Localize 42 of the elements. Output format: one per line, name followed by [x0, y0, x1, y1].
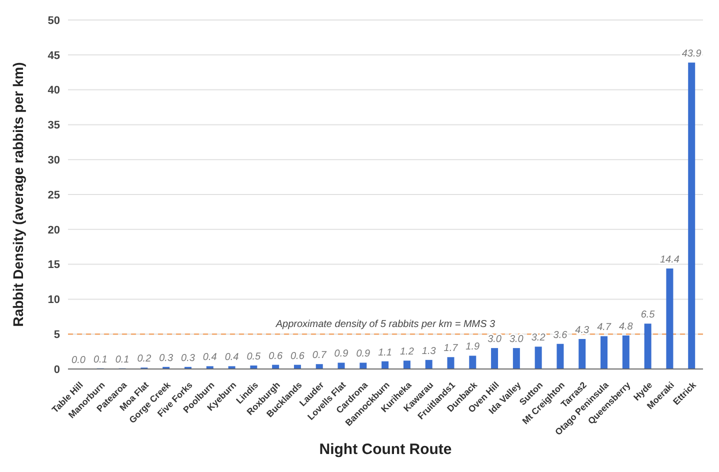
data-label: 1.7	[444, 343, 458, 354]
data-label: 14.4	[660, 254, 680, 266]
y-tick-label: 0	[54, 364, 60, 376]
data-label: 1.2	[400, 346, 414, 358]
ref-line-label: Approximate density of 5 rabbits per km = MMS 3	[274, 319, 496, 330]
y-tick-label: 35	[48, 120, 60, 132]
data-label: 1.9	[466, 342, 480, 353]
y-tick-label: 20	[48, 224, 60, 236]
data-label: 3.2	[531, 332, 546, 344]
data-label: 0.1	[93, 354, 108, 366]
data-label: 3.0	[488, 334, 502, 346]
data-label: 4.8	[618, 321, 634, 332]
data-label: 6.5	[640, 310, 656, 321]
data-label: 0.1	[115, 354, 130, 366]
y-tick-label: 30	[48, 154, 60, 167]
data-label: 0.4	[202, 352, 218, 364]
data-label: 0.5	[246, 352, 262, 363]
data-label: 0.4	[224, 352, 240, 364]
data-label: 0.9	[356, 348, 371, 360]
y-axis-title: Rabbit Density (average rabbits per km)	[10, 62, 26, 327]
data-label: 4.7	[597, 322, 612, 334]
y-tick-label: 40	[48, 84, 60, 97]
y-tick-label: 5	[54, 329, 60, 342]
data-label: 0.3	[181, 352, 196, 364]
data-label: 3.0	[509, 334, 524, 346]
data-label: 0.6	[268, 350, 283, 362]
data-label: 43.9	[682, 48, 702, 60]
x-axis-title: Night Count Route	[319, 441, 452, 458]
data-label: 1.1	[378, 347, 392, 358]
data-label: 0.9	[334, 348, 349, 360]
y-tick-label: 45	[48, 50, 60, 62]
data-label: 1.3	[422, 346, 436, 357]
data-label: 0.0	[72, 355, 86, 366]
data-label: 0.6	[290, 350, 305, 362]
data-label: 0.2	[137, 354, 152, 365]
y-tick-label: 25	[48, 189, 60, 202]
data-label: 0.3	[159, 352, 174, 364]
y-tick-label: 50	[48, 14, 60, 27]
y-tick-label: 15	[48, 259, 60, 272]
data-label: 0.7	[312, 350, 327, 362]
y-tick-label: 10	[48, 294, 60, 306]
data-label: 4.3	[575, 324, 590, 336]
